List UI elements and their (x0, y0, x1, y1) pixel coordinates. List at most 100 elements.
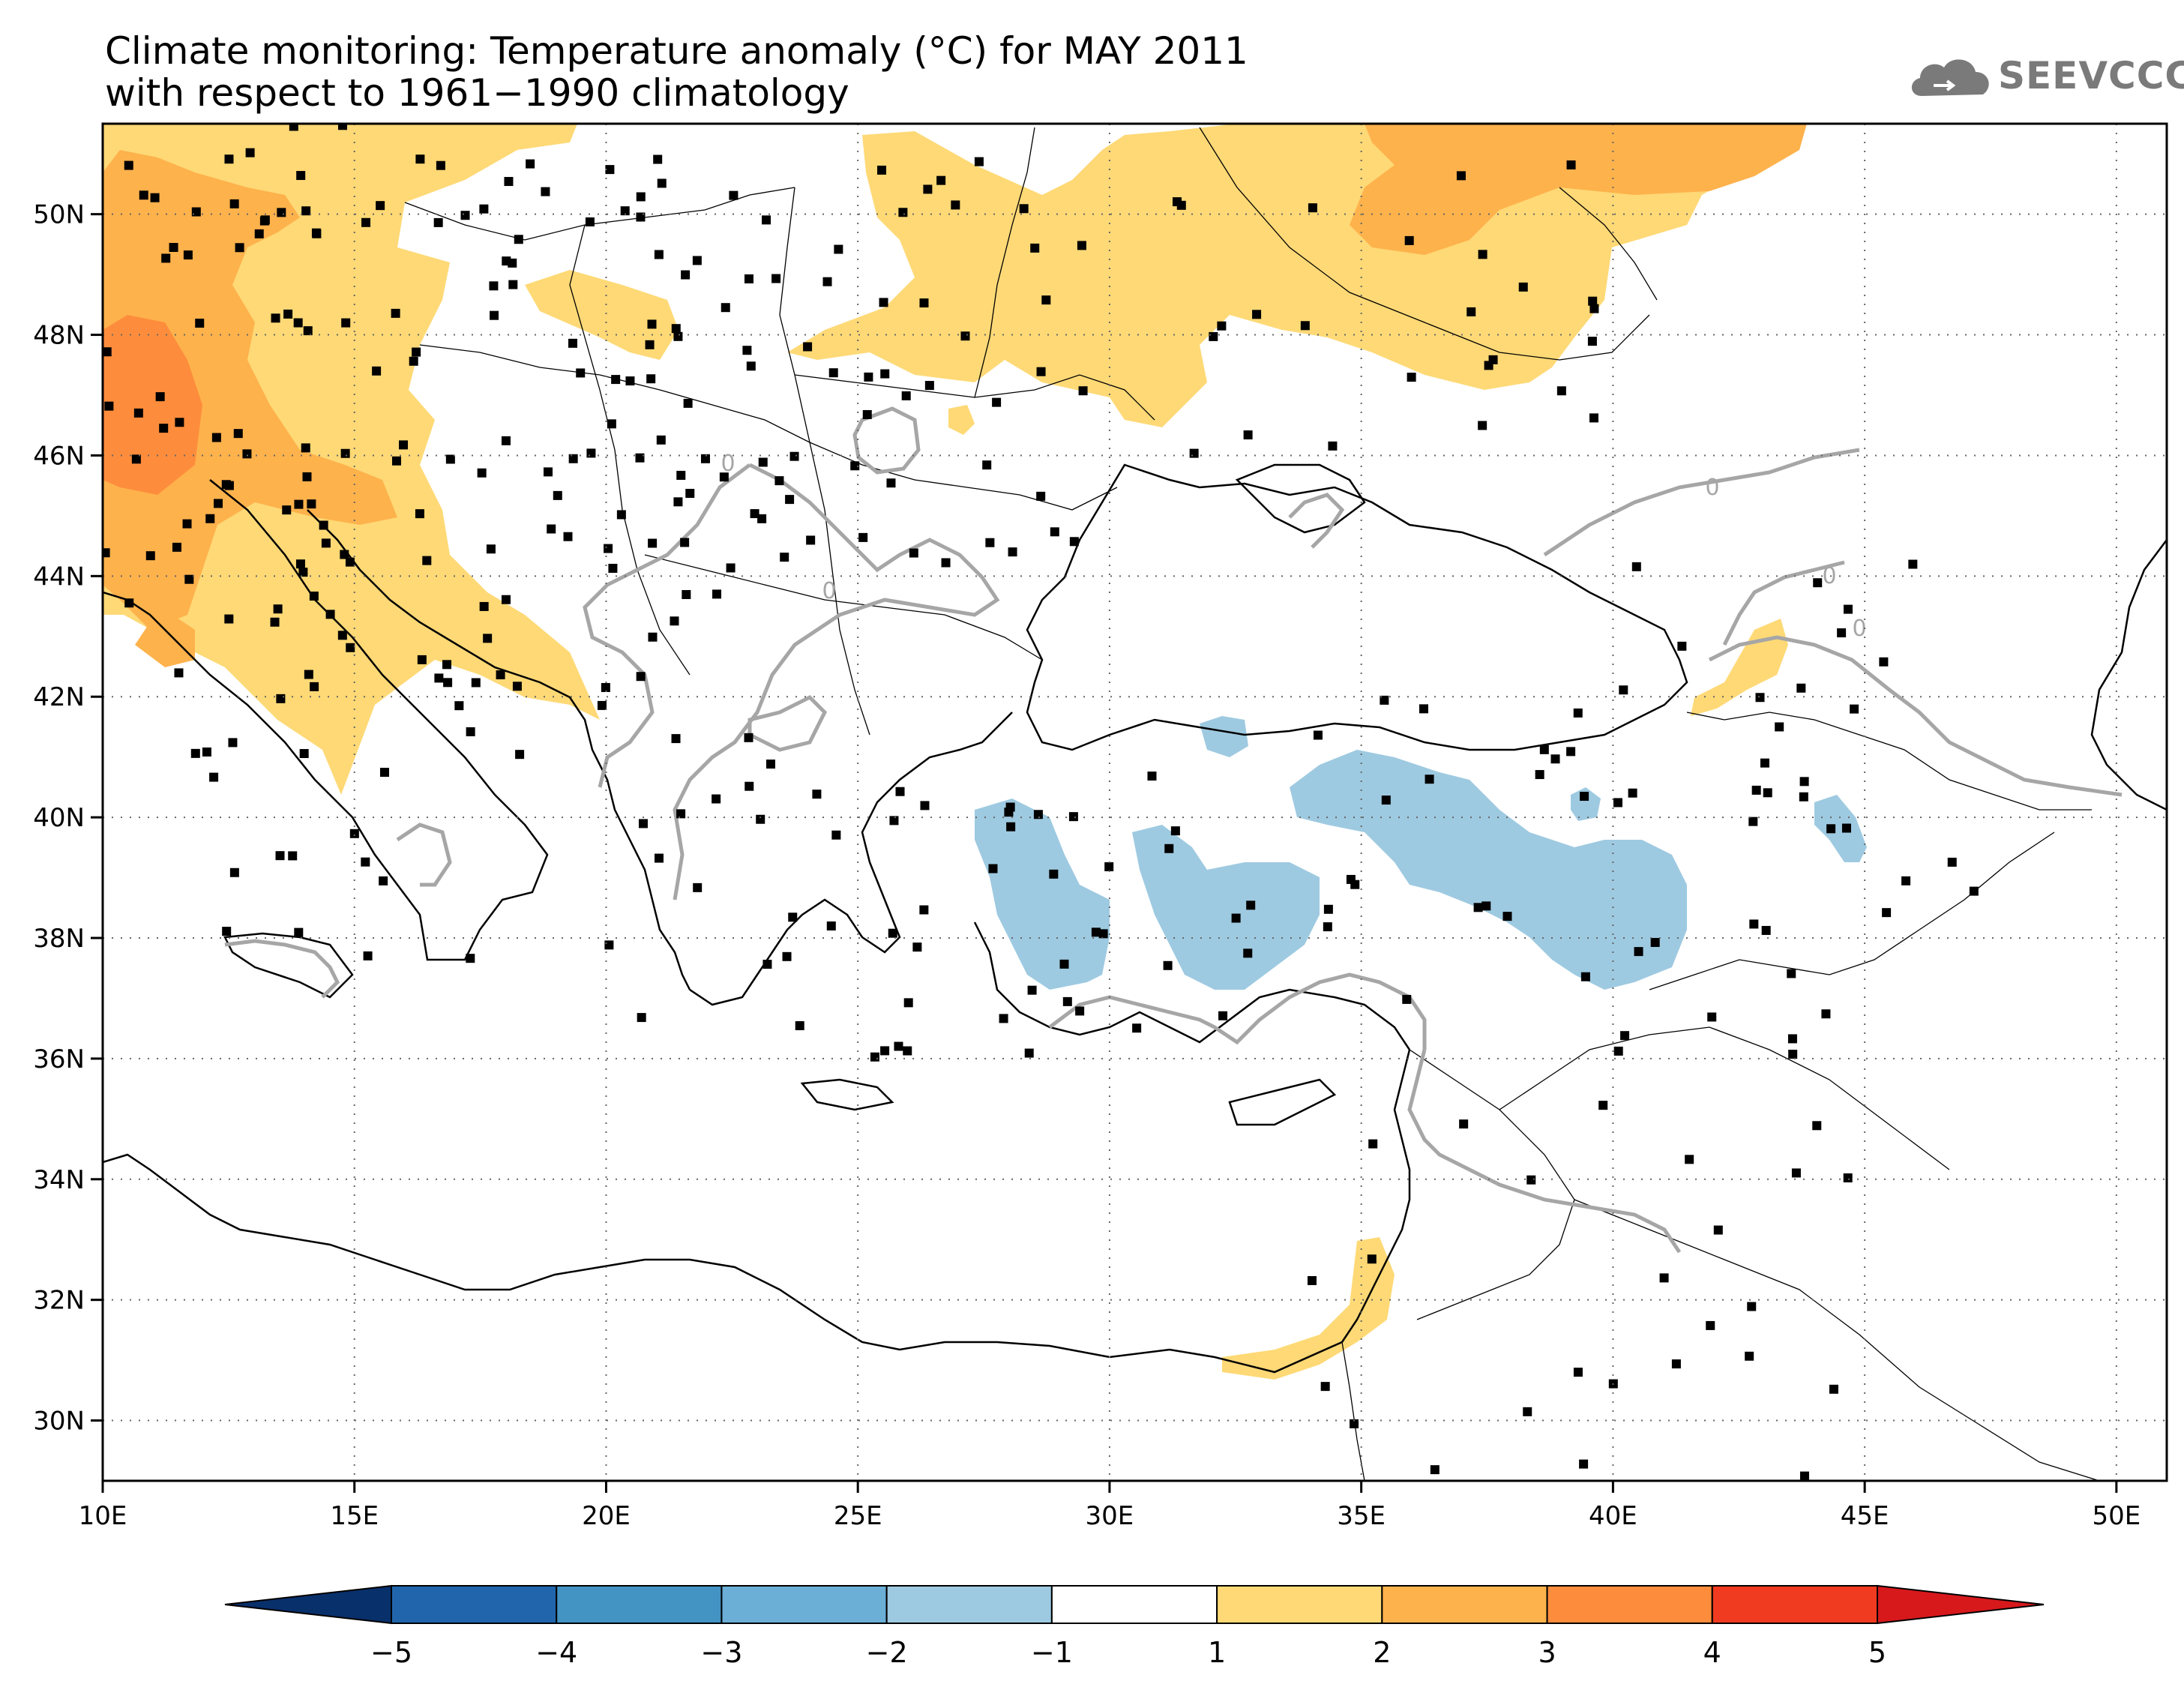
station-marker (1243, 430, 1253, 440)
station-marker (682, 589, 691, 599)
station-marker (1077, 241, 1086, 250)
station-marker (700, 454, 710, 463)
station-marker (1850, 704, 1859, 714)
station-marker (184, 574, 194, 584)
station-marker (228, 738, 238, 748)
station-marker (303, 326, 313, 336)
station-marker (568, 454, 578, 463)
station-marker (1402, 994, 1412, 1004)
station-marker (750, 509, 759, 519)
station-marker (235, 243, 244, 253)
station-marker (319, 520, 328, 530)
colorbar-tick-label: 5 (1868, 1636, 1886, 1669)
station-marker (712, 589, 722, 599)
station-marker (1589, 413, 1598, 423)
station-marker (1300, 321, 1310, 331)
station-marker (293, 318, 303, 328)
station-marker (361, 857, 370, 867)
zero-contour-serbia-loop (673, 463, 1000, 900)
station-marker (782, 951, 792, 961)
station-marker (436, 160, 445, 170)
station-marker (880, 369, 890, 379)
zero-contour-georgia (1722, 560, 1845, 646)
station-marker (1478, 421, 1487, 430)
levant-coast (1341, 1049, 1411, 1343)
zero-contour-calabria (396, 823, 452, 887)
station-marker (1006, 822, 1016, 832)
station-marker (301, 206, 311, 216)
station-marker (795, 1020, 804, 1030)
station-marker (391, 456, 401, 466)
station-marker (1456, 171, 1466, 181)
graticule (103, 124, 2167, 1481)
station-marker (742, 346, 752, 355)
station-marker (302, 472, 312, 481)
station-marker (245, 148, 255, 157)
station-marker (780, 553, 789, 562)
warm-anomaly-2c-adriatic (135, 615, 195, 667)
station-marker (719, 472, 729, 482)
station-marker (870, 1052, 879, 1062)
station-marker (103, 347, 112, 357)
station-marker (1231, 913, 1241, 923)
station-marker (673, 497, 683, 507)
station-marker (1059, 959, 1069, 969)
border-line (1409, 1049, 1575, 1320)
station-marker (604, 544, 613, 553)
colorbar-tick-label: 2 (1373, 1636, 1391, 1669)
border-line (404, 187, 795, 241)
station-marker (901, 391, 911, 400)
station-marker (673, 331, 683, 341)
station-marker (1481, 901, 1491, 911)
station-marker (504, 177, 514, 187)
lat-tick-label: 32N (33, 1286, 85, 1316)
station-marker (1368, 1139, 1378, 1149)
station-marker (1841, 823, 1851, 833)
lon-tick-label: 45E (1841, 1501, 1889, 1531)
colorbar-tick-label: 3 (1538, 1636, 1556, 1669)
station-marker (920, 801, 930, 811)
zero-contour-crimea (1288, 493, 1345, 549)
turkey-south-coast (973, 921, 1411, 1050)
lat-tick-label: 44N (33, 562, 85, 592)
station-marker (361, 217, 371, 227)
station-marker (789, 451, 799, 461)
lat-tick-label: 40N (33, 803, 85, 833)
station-marker (1685, 1155, 1694, 1164)
lat-tick-label: 48N (33, 321, 85, 351)
station-marker (1799, 1471, 1809, 1481)
zero-contour-romania-loop (852, 406, 921, 475)
station-marker (1407, 373, 1416, 382)
station-marker (1027, 985, 1037, 995)
station-marker (1033, 810, 1043, 820)
station-marker (222, 927, 232, 936)
station-marker (1587, 337, 1597, 346)
station-marker (1209, 331, 1218, 341)
adriatic-east-coast (307, 509, 691, 990)
station-marker (850, 461, 860, 471)
zero-anomaly-contours (224, 406, 2123, 1254)
station-marker (183, 250, 193, 260)
station-marker (912, 942, 922, 952)
station-marker (877, 165, 887, 175)
station-marker (693, 882, 703, 892)
station-marker (1843, 604, 1853, 614)
station-marker (1659, 1273, 1669, 1283)
station-marker (301, 443, 310, 453)
station-marker (1164, 844, 1174, 853)
station-marker (1098, 929, 1108, 939)
station-marker (826, 921, 836, 931)
station-marker (1008, 547, 1017, 557)
country-borders (404, 127, 2100, 1481)
station-marker (376, 201, 385, 211)
station-marker (1078, 386, 1088, 396)
station-marker (175, 418, 184, 427)
border-line (644, 554, 1043, 661)
station-marker (889, 816, 899, 826)
station-marker (936, 175, 946, 185)
colorbar-tick-label: 1 (1208, 1636, 1226, 1669)
crimea-coast (1235, 463, 1366, 534)
station-marker (721, 303, 730, 313)
station-marker (391, 308, 400, 318)
station-marker (337, 631, 347, 640)
